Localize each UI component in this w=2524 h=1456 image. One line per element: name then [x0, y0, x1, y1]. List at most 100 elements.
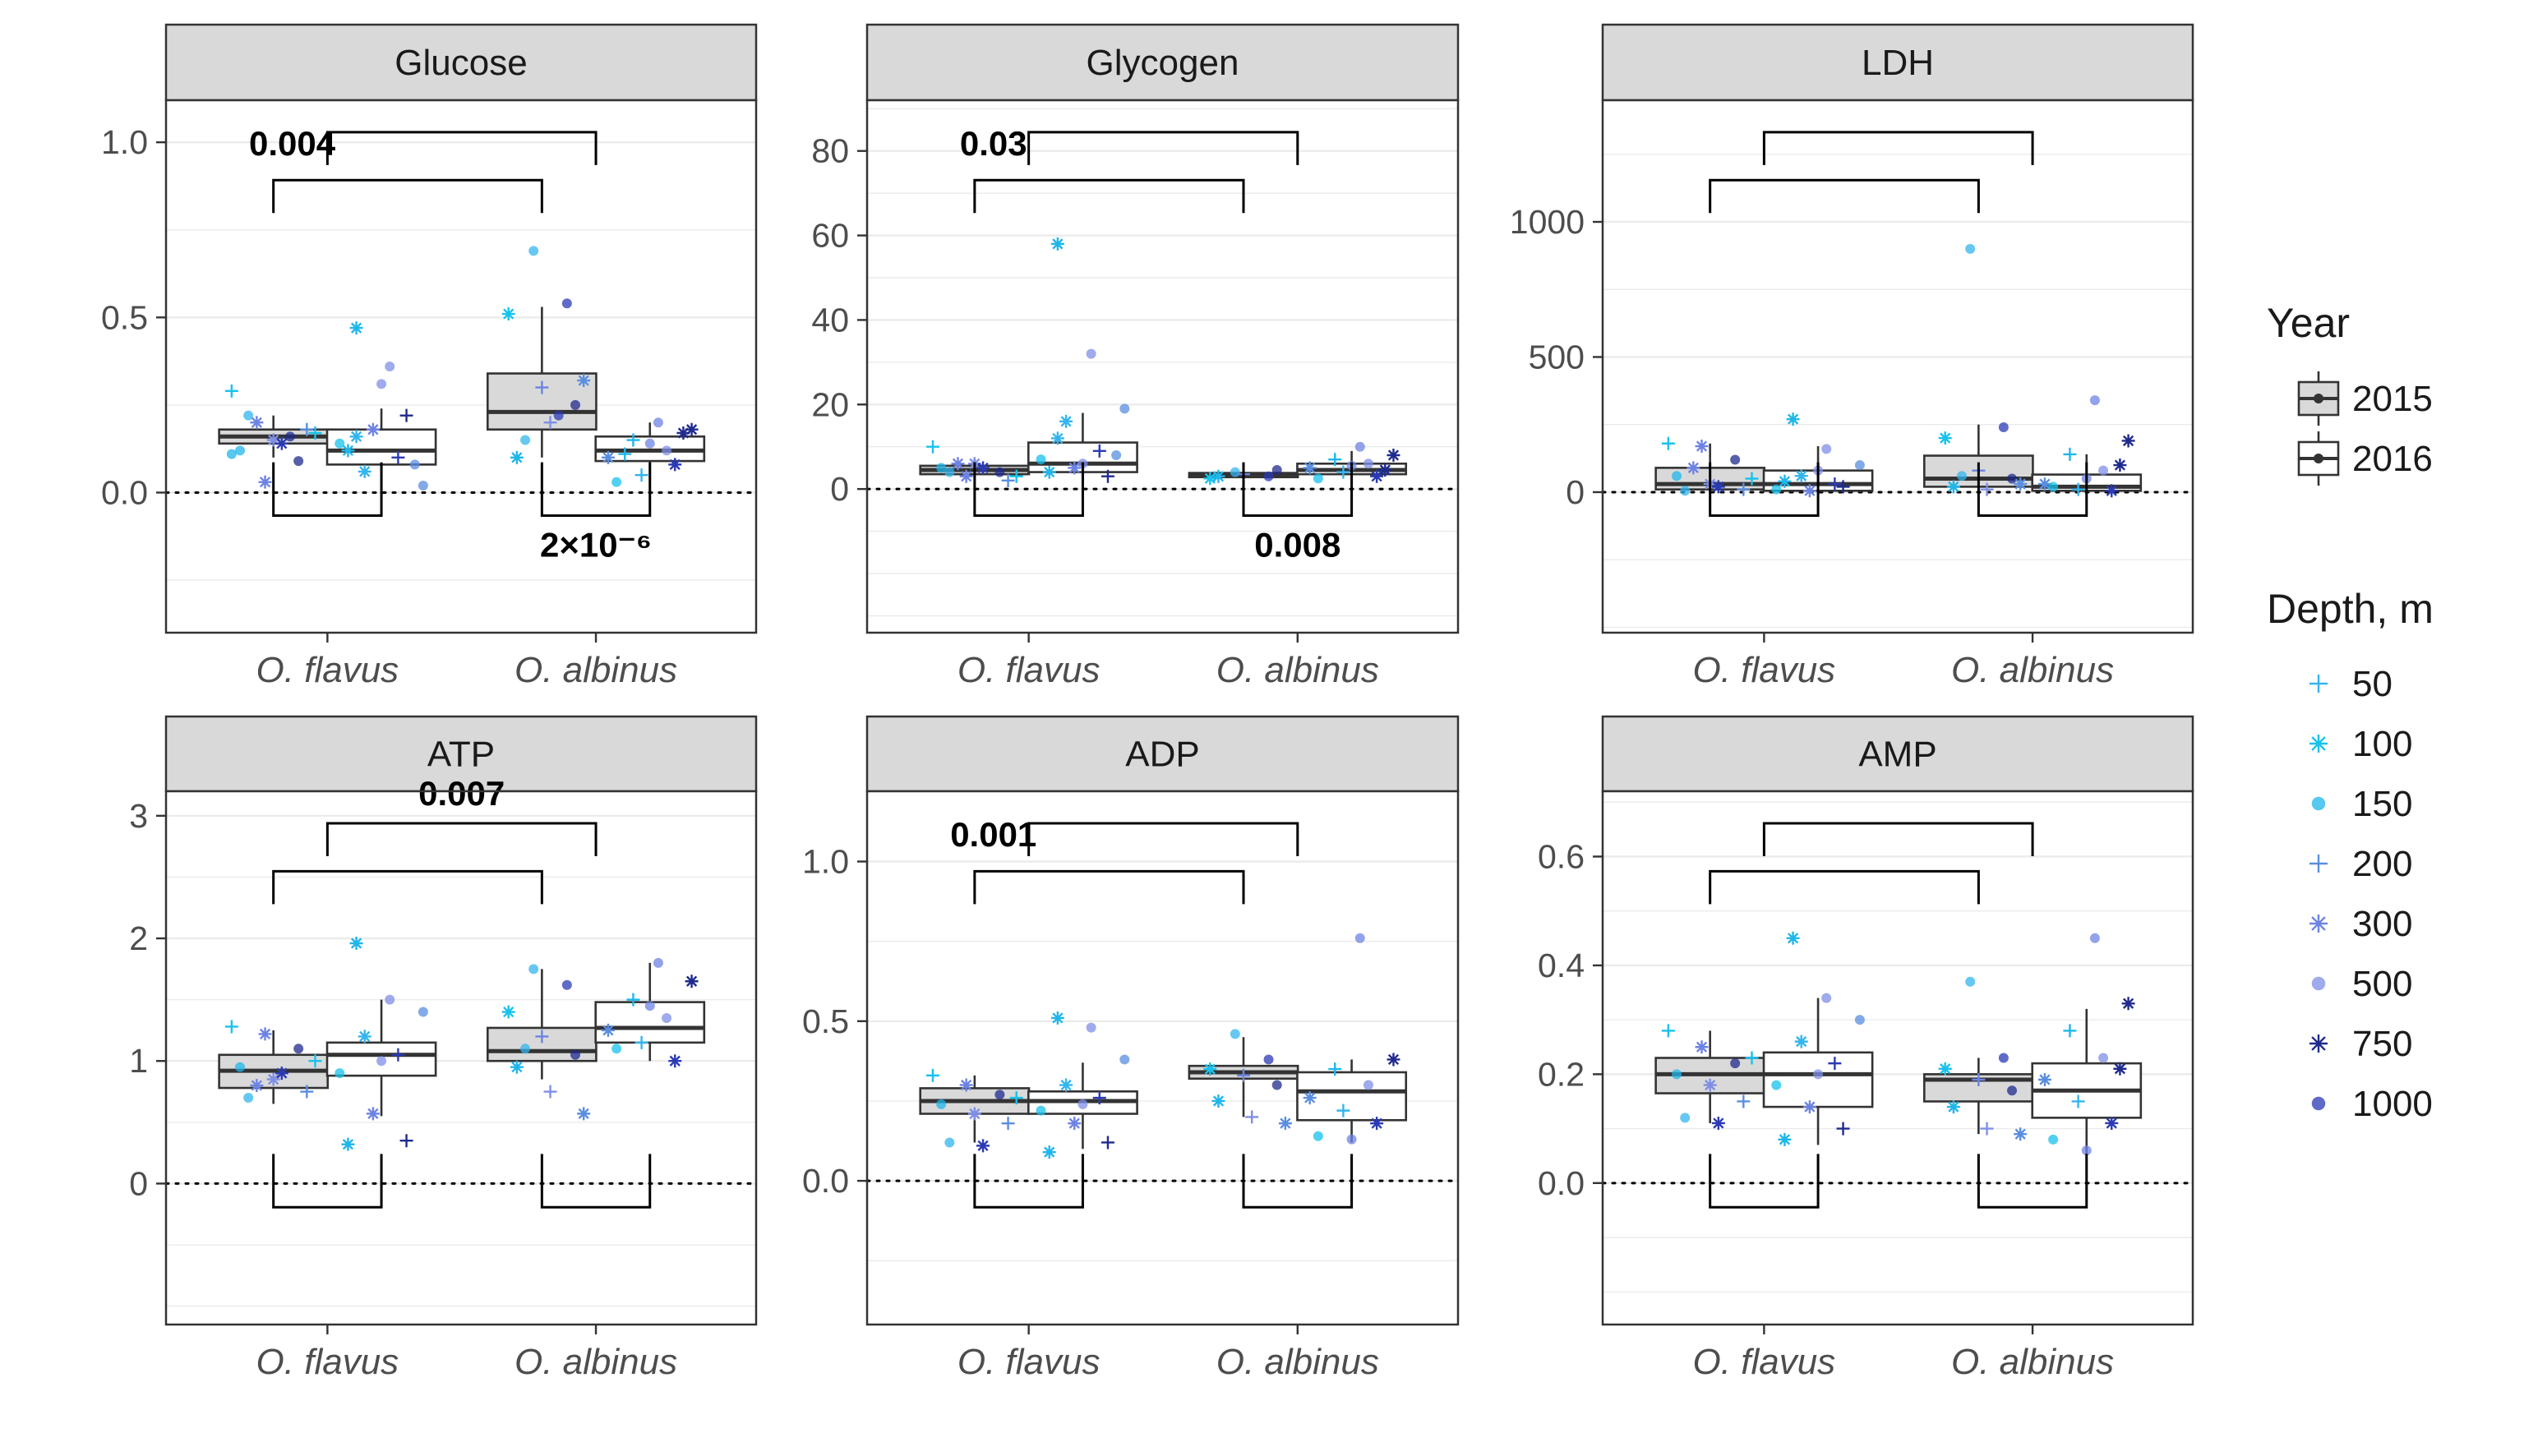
bracket-species	[1762, 822, 2034, 856]
panel-border	[865, 99, 1460, 634]
data-point	[1009, 1091, 1023, 1105]
x-category-label: O. albinus	[514, 650, 677, 690]
y-tick-label: 1.0	[101, 123, 148, 161]
legend-year-label: 2016	[2352, 439, 2433, 479]
data-point	[235, 1062, 246, 1072]
panel-border	[865, 790, 1460, 1326]
data-point	[2037, 1072, 2051, 1086]
bracket-albinus-years	[1977, 462, 2088, 517]
data-point	[925, 1068, 939, 1082]
data-point	[1387, 1053, 1400, 1067]
bracket-flavus-years	[1709, 1154, 1820, 1209]
data-point	[366, 422, 380, 436]
data-point	[662, 445, 672, 456]
data-point	[528, 246, 539, 256]
data-point	[1328, 453, 1342, 467]
data-point	[2113, 1062, 2127, 1076]
data-point	[1802, 1100, 1816, 1114]
box-2016	[1762, 1051, 1874, 1108]
data-point	[634, 1035, 648, 1049]
data-point	[1998, 422, 2009, 433]
data-point	[358, 1030, 371, 1044]
data-point	[1828, 1057, 1842, 1071]
data-point	[385, 994, 395, 1005]
data-point	[1972, 1072, 1986, 1086]
data-point	[1211, 1094, 1225, 1108]
data-point	[2098, 465, 2109, 476]
data-point	[376, 1056, 387, 1067]
data-point	[293, 456, 304, 467]
data-point	[1086, 348, 1096, 359]
data-point	[1965, 243, 1976, 254]
bracket-2015	[272, 869, 543, 905]
data-point	[1363, 1080, 1373, 1090]
x-category-label: O. albinus	[1216, 1342, 1379, 1382]
data-point	[994, 1090, 1005, 1100]
data-point	[1092, 1091, 1106, 1105]
x-category-label: O. albinus	[1951, 650, 2114, 690]
data-point	[1786, 412, 1800, 426]
data-point	[335, 1068, 345, 1079]
bracket-2015	[1709, 869, 1980, 905]
x-category-label: O. flavus	[1693, 650, 1836, 690]
data-point	[1672, 1069, 1682, 1080]
data-point	[1111, 450, 1122, 460]
legend-depth-label: 750	[2352, 1024, 2412, 1064]
data-point	[1092, 444, 1106, 458]
data-point	[1354, 441, 1365, 452]
data-point	[376, 379, 387, 389]
data-point	[1737, 482, 1751, 496]
data-point	[561, 979, 572, 990]
data-point	[1703, 1078, 1717, 1092]
bracket-species	[325, 822, 598, 856]
x-category-label: O. flavus	[256, 650, 399, 690]
data-point	[925, 440, 939, 454]
legend-depth-marker	[2311, 796, 2326, 811]
legend-depth-label: 200	[2352, 844, 2412, 884]
data-point	[285, 431, 296, 442]
data-point	[1938, 1062, 1952, 1076]
data-point	[543, 416, 557, 430]
data-point	[1042, 1145, 1056, 1159]
data-point	[1378, 463, 1392, 477]
bracket-2015	[272, 178, 543, 214]
data-point	[1271, 1080, 1282, 1090]
data-point	[2014, 1127, 2028, 1141]
data-point	[1363, 458, 1373, 469]
data-point	[1101, 469, 1114, 483]
panel-amp: AMP 0.0 0.2 0.4 0.6 O. flavus O. albinus	[1538, 715, 2194, 1382]
data-point	[1203, 1062, 1217, 1076]
data-point	[1119, 403, 1130, 414]
data-point	[1980, 482, 1994, 496]
y-tick-label: 500	[1529, 338, 1585, 376]
data-point	[2014, 477, 2028, 491]
y-tick-label: 20	[811, 385, 849, 423]
data-point	[2121, 997, 2135, 1011]
data-point	[409, 459, 420, 470]
data-point	[300, 1085, 314, 1099]
data-point	[1745, 472, 1759, 486]
data-point	[349, 321, 363, 335]
panel-background	[166, 100, 756, 633]
p-value-label: 0.004	[249, 124, 336, 163]
data-point	[1821, 444, 1832, 454]
data-point	[1680, 1113, 1691, 1123]
y-tick-label: 3	[129, 797, 148, 835]
data-point	[1794, 1034, 1808, 1048]
data-point	[976, 1139, 990, 1153]
legend-depth-marker	[2309, 915, 2328, 933]
data-point	[959, 469, 973, 483]
data-point	[341, 444, 355, 458]
data-point	[308, 1054, 322, 1068]
data-point	[668, 458, 682, 472]
legend-depth-label: 1000	[2352, 1084, 2433, 1124]
panel-atp: ATP 0 1 2 3 0.007 O. flavus O. albinus	[129, 715, 758, 1382]
data-point	[618, 447, 632, 461]
data-point	[1794, 469, 1808, 483]
x-category-label: O. albinus	[1951, 1342, 2114, 1382]
legend-depth-label: 50	[2352, 664, 2392, 704]
data-point	[1854, 1015, 1865, 1025]
data-point	[1828, 477, 1842, 491]
panel-background	[1603, 100, 2193, 633]
data-point	[634, 468, 648, 482]
